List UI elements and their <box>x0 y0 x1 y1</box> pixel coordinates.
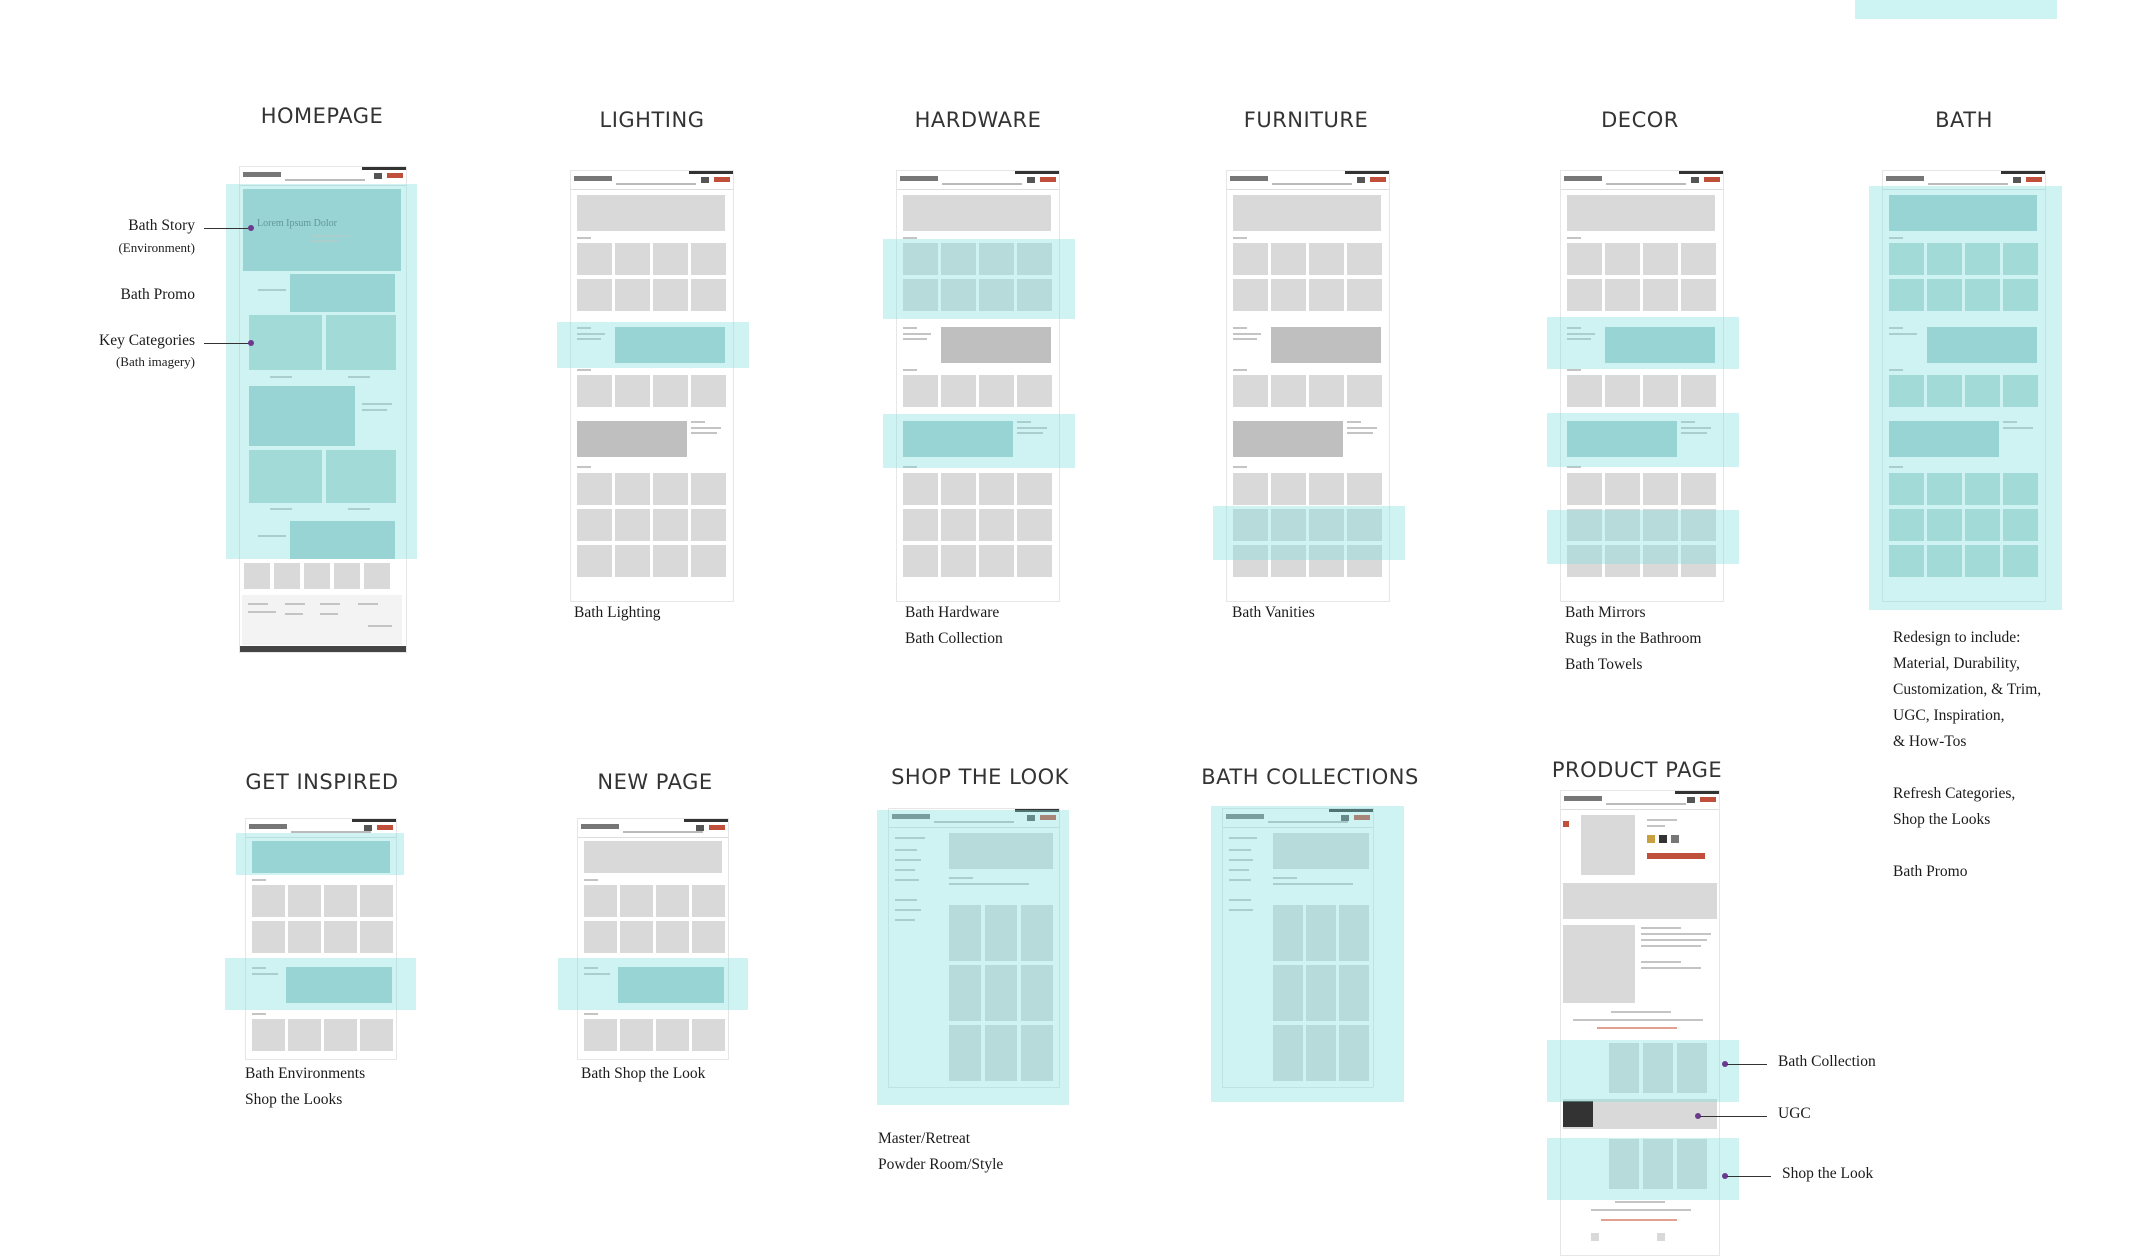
product-shop-look-highlight <box>1547 1138 1739 1200</box>
lighting-wireframe <box>570 170 734 602</box>
note-master-retreat: Master/Retreat <box>878 1130 971 1147</box>
bath-title: BATH <box>1935 108 1993 132</box>
annotation-bath-collection: Bath Collection <box>1778 1053 1876 1070</box>
lighting-notes: Bath Lighting <box>574 600 661 626</box>
note-bath-towels: Bath Towels <box>1565 656 1643 673</box>
note-powder-room: Powder Room/Style <box>878 1156 1004 1173</box>
bath-highlight <box>1869 186 2062 610</box>
homepage-title: HOMEPAGE <box>260 104 384 128</box>
bath-wireframe <box>1882 170 2046 602</box>
annotation-line-bath-collection <box>1727 1064 1767 1065</box>
hero-image <box>243 189 401 271</box>
decor-wireframe <box>1560 170 1724 602</box>
hardware-title: HARDWARE <box>914 108 1042 132</box>
shop-the-look-wireframe <box>888 808 1060 1088</box>
wireframe-header <box>240 167 406 186</box>
new-page-notes: Bath Shop the Look <box>581 1061 705 1087</box>
note-material: Material, Durability, <box>1893 655 2020 672</box>
note-bath-vanities: Bath Vanities <box>1232 604 1315 621</box>
shop-the-look-notes: Master/Retreat Powder Room/Style <box>878 1126 1003 1178</box>
shop-the-look-highlight <box>877 810 1069 1105</box>
homepage-highlight <box>226 184 417 559</box>
promo-image <box>290 274 395 312</box>
get-inspired-highlight-2 <box>225 958 416 1010</box>
note-bath-hardware: Bath Hardware <box>905 604 1000 621</box>
homepage-wireframe: Lorem Ipsum Dolor <box>239 166 407 653</box>
annotation-bath-story-sub: (Environment) <box>118 240 195 255</box>
note-rugs: Rugs in the Bathroom <box>1565 630 1702 647</box>
note-shop-the-looks: Shop the Looks <box>245 1091 343 1108</box>
note-bath-mirrors: Bath Mirrors <box>1565 604 1646 621</box>
note-bath-promo: Bath Promo <box>1893 863 1968 880</box>
bath-collections-highlight <box>1211 806 1404 1102</box>
decor-notes: Bath Mirrors Rugs in the Bathroom Bath T… <box>1565 600 1701 678</box>
note-spacer <box>1893 755 2041 781</box>
furniture-wireframe <box>1226 170 1390 602</box>
decor-title: DECOR <box>1601 108 1679 132</box>
note-redesign: Redesign to include: <box>1893 629 2021 646</box>
annotation-line-ugc <box>1700 1116 1767 1117</box>
shop-the-look-title: SHOP THE LOOK <box>891 765 1069 789</box>
note-how-tos: & How-Tos <box>1893 733 1967 750</box>
new-page-highlight <box>558 958 748 1010</box>
furniture-title: FURNITURE <box>1243 108 1369 132</box>
annotation-line-bath-story <box>204 228 250 229</box>
hardware-highlight-1 <box>883 239 1075 319</box>
annotation-key-categories: Key Categories <box>99 332 195 349</box>
hardware-highlight-2 <box>883 414 1075 468</box>
annotation-shop-the-look: Shop the Look <box>1782 1165 1874 1182</box>
bath-notes: Redesign to include: Material, Durabilit… <box>1893 625 2041 885</box>
note-bath-environments: Bath Environments <box>245 1065 366 1082</box>
decor-highlight-3 <box>1547 510 1739 564</box>
product-bath-collection-highlight <box>1547 1040 1739 1102</box>
furniture-highlight <box>1213 506 1405 560</box>
annotation-ugc: UGC <box>1778 1105 1811 1122</box>
note-bath-shop-the-look: Bath Shop the Look <box>581 1065 706 1082</box>
annotation-dot-ugc <box>1695 1113 1701 1119</box>
furniture-notes: Bath Vanities <box>1232 600 1315 626</box>
note-bath-collection: Bath Collection <box>905 630 1003 647</box>
note-bath-lighting: Bath Lighting <box>574 604 661 621</box>
product-page-wireframe <box>1560 790 1720 1256</box>
annotation-key-categories-sub: (Bath imagery) <box>115 354 195 369</box>
lighting-title: LIGHTING <box>599 108 705 132</box>
note-customization: Customization, & Trim, <box>1893 681 2042 698</box>
hardware-notes: Bath Hardware Bath Collection <box>905 600 1003 652</box>
bath-collections-title: BATH COLLECTIONS <box>1201 765 1419 789</box>
hero-headline: Lorem Ipsum Dolor <box>257 218 337 229</box>
annotation-bath-promo: Bath Promo <box>120 286 196 303</box>
new-page-wireframe <box>577 818 729 1060</box>
annotation-line-key-categories <box>204 343 250 344</box>
annotation-dot-bath-story <box>248 225 254 231</box>
get-inspired-wireframe <box>245 818 397 1060</box>
decor-highlight-1 <box>1547 317 1739 369</box>
annotation-line-shop-the-look <box>1727 1176 1771 1177</box>
annotation-dot-bath-collection <box>1722 1061 1728 1067</box>
lighting-highlight <box>557 322 749 368</box>
get-inspired-highlight-1 <box>236 833 404 875</box>
annotation-dot-key-categories <box>248 340 254 346</box>
product-page-title: PRODUCT PAGE <box>1551 758 1723 782</box>
note-spacer-2 <box>1893 833 2041 859</box>
annotation-dot-shop-the-look <box>1722 1173 1728 1179</box>
top-highlight-bar <box>1855 0 2057 19</box>
decor-highlight-2 <box>1547 413 1739 467</box>
new-page-title: NEW PAGE <box>597 770 713 794</box>
bath-collections-wireframe <box>1222 808 1374 1088</box>
note-refresh: Refresh Categories, <box>1893 785 2016 802</box>
note-shop-looks: Shop the Looks <box>1893 811 1991 828</box>
hardware-wireframe <box>896 170 1060 602</box>
get-inspired-notes: Bath Environments Shop the Looks <box>245 1061 365 1113</box>
get-inspired-title: GET INSPIRED <box>245 770 399 794</box>
annotation-bath-story: Bath Story <box>128 217 195 234</box>
note-ugc: UGC, Inspiration, <box>1893 707 2005 724</box>
